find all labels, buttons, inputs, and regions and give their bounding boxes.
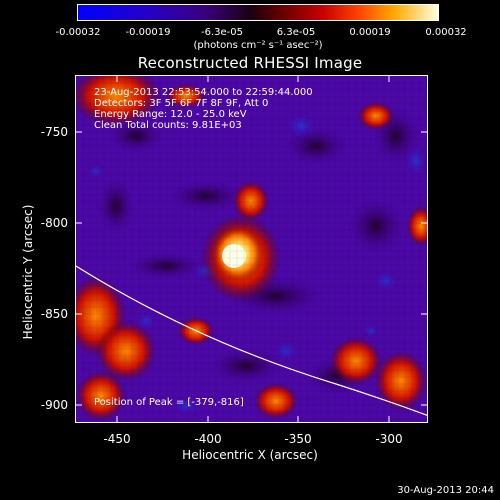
image-annotation-block: 23-Aug-2013 22:53:54.000 to 22:59:44.000… [94, 87, 313, 131]
solar-limb-line [76, 265, 427, 416]
energy-range-text: Energy Range: 12.0 - 25.0 keV [94, 109, 247, 120]
detectors-text: Detectors: 3F 5F 6F 7F 8F 9F, Att 0 [94, 98, 269, 109]
colorbar-tick: -6.3e-05 [201, 27, 243, 38]
colorbar [77, 4, 439, 21]
x-tick-label: -350 [284, 432, 312, 446]
y-tick-label: -850 [40, 307, 68, 321]
y-tick-label: -800 [40, 216, 68, 230]
colorbar-tick: -0.00032 [55, 27, 101, 38]
x-tick-label: -450 [103, 432, 131, 446]
time-range-text: 23-Aug-2013 22:53:54.000 to 22:59:44.000 [94, 87, 313, 98]
x-axis-label: Heliocentric X (arcsec) [182, 448, 318, 462]
peak-position-text: Position of Peak = [-379,-816] [94, 397, 244, 408]
colorbar-unit: (photons cm⁻² s⁻¹ asec⁻²) [193, 40, 323, 51]
y-tick-label: -750 [40, 125, 68, 139]
colorbar-tick: 0.00032 [425, 27, 467, 38]
axis-ticks [75, 75, 428, 423]
solar-image-panel [75, 75, 428, 423]
clean-counts-text: Clean Total counts: 9.81E+03 [94, 120, 242, 131]
y-tick-label: -900 [40, 398, 68, 412]
image-title: Reconstructed RHESSI Image [137, 54, 363, 72]
solar-image [76, 76, 427, 422]
y-axis-label: Heliocentric Y (arcsec) [21, 204, 35, 340]
colorbar-tick: -0.00019 [125, 27, 171, 38]
x-tick-label: -300 [375, 432, 403, 446]
x-tick-label: -400 [194, 432, 222, 446]
colorbar-tick: 6.3e-05 [276, 27, 316, 38]
colorbar-tick: 0.00019 [349, 27, 391, 38]
timestamp-footer: 30-Aug-2013 20:44 [397, 485, 494, 496]
